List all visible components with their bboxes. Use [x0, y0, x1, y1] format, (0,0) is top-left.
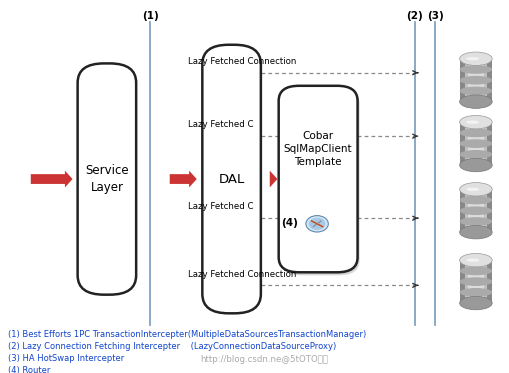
Bar	[460, 59, 465, 101]
Ellipse shape	[460, 115, 492, 129]
FancyBboxPatch shape	[279, 86, 357, 272]
Ellipse shape	[460, 217, 492, 226]
Bar	[460, 122, 465, 165]
Ellipse shape	[460, 129, 492, 137]
Text: (3): (3)	[427, 10, 443, 21]
Text: (1): (1)	[142, 10, 158, 21]
Bar	[468, 189, 484, 232]
Bar	[487, 122, 492, 165]
Text: (1) Best Efforts 1PC TransactionIntercepter(MultipleDataSourcesTransactionManage: (1) Best Efforts 1PC TransactionIntercep…	[8, 330, 366, 339]
Ellipse shape	[460, 52, 492, 66]
Bar	[460, 260, 492, 303]
Ellipse shape	[460, 87, 492, 95]
Text: Cobar
SqlMapClient
Template: Cobar SqlMapClient Template	[284, 131, 352, 167]
FancyBboxPatch shape	[281, 89, 359, 275]
Circle shape	[308, 217, 326, 230]
Bar	[460, 122, 492, 165]
Bar	[468, 260, 484, 303]
Ellipse shape	[460, 254, 492, 267]
Text: Lazy Fetched Connection: Lazy Fetched Connection	[188, 57, 297, 66]
Bar	[460, 260, 465, 303]
Ellipse shape	[466, 258, 479, 262]
Bar	[487, 189, 492, 232]
Text: (3) HA HotSwap Intercepter: (3) HA HotSwap Intercepter	[8, 354, 124, 363]
Ellipse shape	[460, 183, 492, 196]
FancyBboxPatch shape	[77, 63, 136, 295]
Bar	[460, 189, 492, 232]
Ellipse shape	[460, 196, 492, 204]
Text: Lazy Fetched C: Lazy Fetched C	[188, 120, 254, 129]
Bar	[460, 59, 492, 101]
Text: (4) Router: (4) Router	[8, 366, 50, 373]
Bar	[468, 122, 484, 165]
Ellipse shape	[466, 188, 479, 191]
Ellipse shape	[460, 206, 492, 215]
Text: DAL: DAL	[218, 173, 245, 185]
Bar	[487, 59, 492, 101]
Ellipse shape	[460, 150, 492, 159]
Text: (2): (2)	[407, 10, 423, 21]
Bar	[487, 260, 492, 303]
Bar	[460, 189, 465, 232]
Ellipse shape	[460, 267, 492, 275]
Ellipse shape	[460, 288, 492, 297]
Ellipse shape	[460, 158, 492, 172]
Bar	[468, 59, 484, 101]
Ellipse shape	[460, 65, 492, 74]
Ellipse shape	[460, 296, 492, 310]
Ellipse shape	[466, 120, 479, 124]
Ellipse shape	[460, 225, 492, 239]
Text: (4): (4)	[281, 218, 298, 228]
Text: (2) Lazy Connection Fetching Intercepter    (LazyConnectionDataSourceProxy): (2) Lazy Connection Fetching Intercepter…	[8, 342, 336, 351]
Text: Lazy Fetched Connection: Lazy Fetched Connection	[188, 270, 297, 279]
Text: http://blog.csdn.ne@5tOTO博客: http://blog.csdn.ne@5tOTO博客	[201, 355, 329, 364]
Ellipse shape	[460, 76, 492, 85]
Ellipse shape	[460, 139, 492, 148]
FancyBboxPatch shape	[203, 45, 261, 313]
Circle shape	[306, 216, 328, 232]
Text: Service
Layer: Service Layer	[85, 164, 129, 194]
Ellipse shape	[460, 277, 492, 286]
Text: Lazy Fetched C: Lazy Fetched C	[188, 203, 254, 211]
Ellipse shape	[460, 95, 492, 108]
Ellipse shape	[466, 57, 479, 60]
